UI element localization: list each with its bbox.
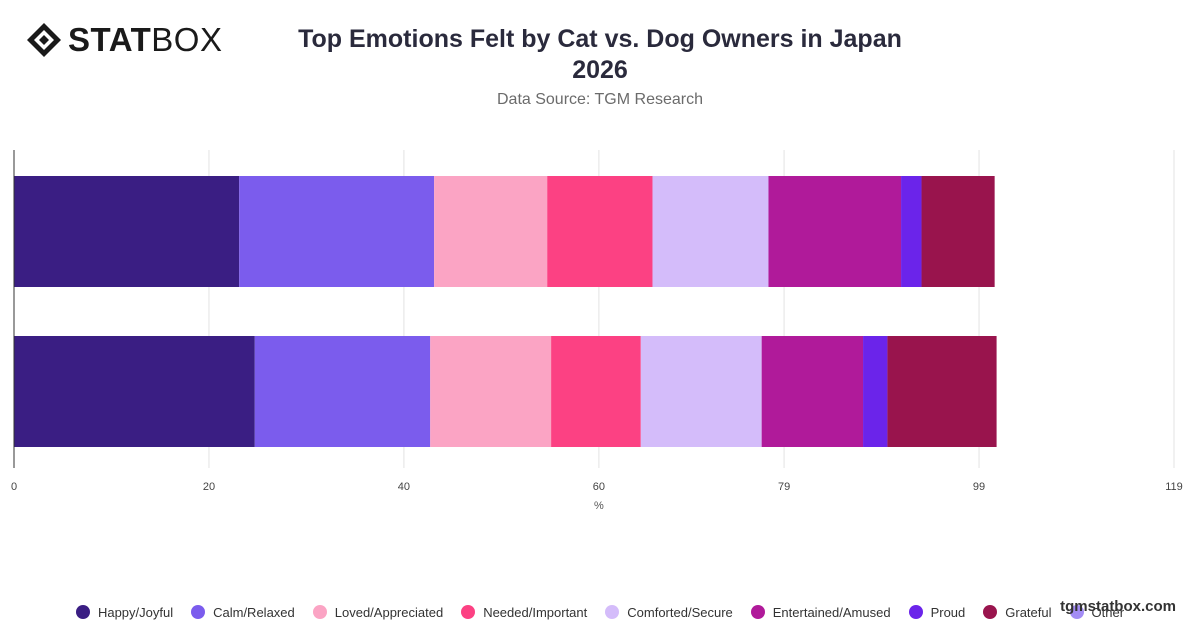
legend-item[interactable]: Proud: [908, 604, 966, 620]
x-tick-label: 60: [593, 481, 605, 493]
x-tick-label: 40: [398, 481, 410, 493]
legend-label: Happy/Joyful: [97, 604, 174, 620]
legend-label: Grateful: [1005, 604, 1052, 620]
legend-label: Needed/Important: [483, 604, 588, 620]
chart-legend: Happy/Joyful Calm/Relaxed Loved/Appreciate…: [0, 602, 1200, 622]
bar-segment[interactable]: [254, 336, 431, 447]
bar-segment[interactable]: [430, 336, 552, 447]
legend-swatch: [983, 605, 998, 619]
legend-swatch: [1069, 605, 1084, 619]
legend-swatch: [908, 605, 923, 619]
bar-segment[interactable]: [761, 336, 864, 447]
legend-item[interactable]: Happy/Joyful: [75, 604, 174, 620]
stacked-bar-chart: 0 20 40 60 79 99 119%: [11, 150, 1183, 512]
chart-subtitle: Data Source: TGM Research: [496, 91, 703, 108]
legend-item[interactable]: Entertained/Amused: [750, 604, 891, 620]
legend-swatch: [75, 605, 90, 619]
legend-swatch: [191, 605, 206, 619]
x-tick-label: 0: [11, 481, 17, 493]
legend-item[interactable]: Calm/Relaxed: [191, 605, 295, 620]
x-tick-label: 20: [203, 481, 215, 493]
x-axis-label: %: [594, 500, 604, 512]
diamond-logo-icon: [27, 23, 61, 57]
legend-swatch: [312, 605, 327, 619]
bar-segment[interactable]: [239, 176, 435, 287]
bar-segment[interactable]: [547, 176, 653, 287]
brand-name-regular: BOX: [151, 21, 223, 58]
bar-segment[interactable]: [921, 176, 995, 287]
chart-title-line2: 2026: [572, 56, 628, 84]
brand-name: STATBOX: [68, 22, 222, 58]
legend-item[interactable]: Needed/Important: [461, 605, 587, 620]
bar-segment[interactable]: [863, 336, 888, 447]
x-tick-label: 99: [973, 481, 985, 493]
legend-label: Comforted/Secure: [627, 604, 733, 620]
legend-item[interactable]: Loved/Appreciated: [312, 604, 444, 620]
legend-label: Calm/Relaxed: [213, 604, 295, 620]
legend-swatch: [461, 605, 476, 619]
legend-label: Other: [1091, 604, 1125, 620]
legend-swatch: [750, 605, 765, 619]
brand-name-bold: STAT: [68, 21, 152, 58]
bar-segment[interactable]: [14, 176, 240, 287]
legend-swatch: [605, 605, 620, 619]
brand-logo: STATBOX: [26, 22, 222, 58]
bar-segment[interactable]: [434, 176, 548, 287]
legend-item[interactable]: Other: [1069, 604, 1125, 620]
legend-label: Proud: [930, 604, 966, 620]
x-tick-label: 79: [778, 481, 790, 493]
x-tick-label: 119: [1165, 481, 1183, 493]
bar-segment[interactable]: [551, 336, 641, 447]
legend-item[interactable]: Comforted/Secure: [605, 605, 733, 620]
chart-title: Top Emotions Felt by Cat vs. Dog Owners …: [290, 24, 910, 86]
legend-label: Entertained/Amused: [772, 604, 891, 620]
chart-title-line1: Top Emotions Felt by Cat vs. Dog Owners …: [298, 25, 902, 53]
watermark: tgmstatbox.com: [1060, 598, 1176, 615]
bar-segment[interactable]: [14, 336, 255, 447]
bar-segment[interactable]: [901, 176, 922, 287]
bar-segment[interactable]: [768, 176, 902, 287]
bar-segment[interactable]: [640, 336, 762, 447]
bar-segment[interactable]: [887, 336, 997, 447]
legend-item[interactable]: Grateful: [983, 604, 1052, 620]
bar-segment[interactable]: [652, 176, 769, 287]
legend-label: Loved/Appreciated: [334, 604, 444, 620]
